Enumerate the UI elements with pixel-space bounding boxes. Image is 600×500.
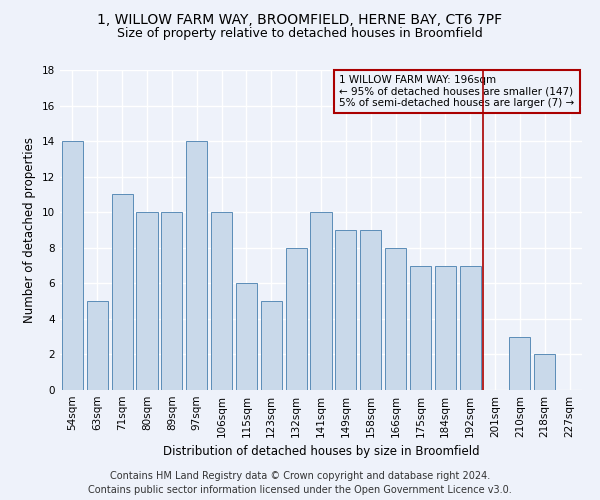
- Bar: [286, 248, 307, 390]
- Bar: [112, 194, 133, 390]
- Bar: [460, 266, 481, 390]
- Bar: [261, 301, 282, 390]
- Bar: [186, 141, 207, 390]
- Bar: [310, 212, 332, 390]
- Bar: [435, 266, 456, 390]
- Text: Contains HM Land Registry data © Crown copyright and database right 2024.
Contai: Contains HM Land Registry data © Crown c…: [88, 471, 512, 495]
- Bar: [335, 230, 356, 390]
- Bar: [410, 266, 431, 390]
- Bar: [161, 212, 182, 390]
- Text: 1, WILLOW FARM WAY, BROOMFIELD, HERNE BAY, CT6 7PF: 1, WILLOW FARM WAY, BROOMFIELD, HERNE BA…: [97, 12, 503, 26]
- Text: 1 WILLOW FARM WAY: 196sqm
← 95% of detached houses are smaller (147)
5% of semi-: 1 WILLOW FARM WAY: 196sqm ← 95% of detac…: [339, 75, 575, 108]
- Bar: [62, 141, 83, 390]
- Bar: [534, 354, 555, 390]
- Bar: [385, 248, 406, 390]
- Bar: [211, 212, 232, 390]
- Bar: [509, 336, 530, 390]
- X-axis label: Distribution of detached houses by size in Broomfield: Distribution of detached houses by size …: [163, 446, 479, 458]
- Y-axis label: Number of detached properties: Number of detached properties: [23, 137, 37, 323]
- Bar: [87, 301, 108, 390]
- Text: Size of property relative to detached houses in Broomfield: Size of property relative to detached ho…: [117, 28, 483, 40]
- Bar: [136, 212, 158, 390]
- Bar: [236, 284, 257, 390]
- Bar: [360, 230, 381, 390]
